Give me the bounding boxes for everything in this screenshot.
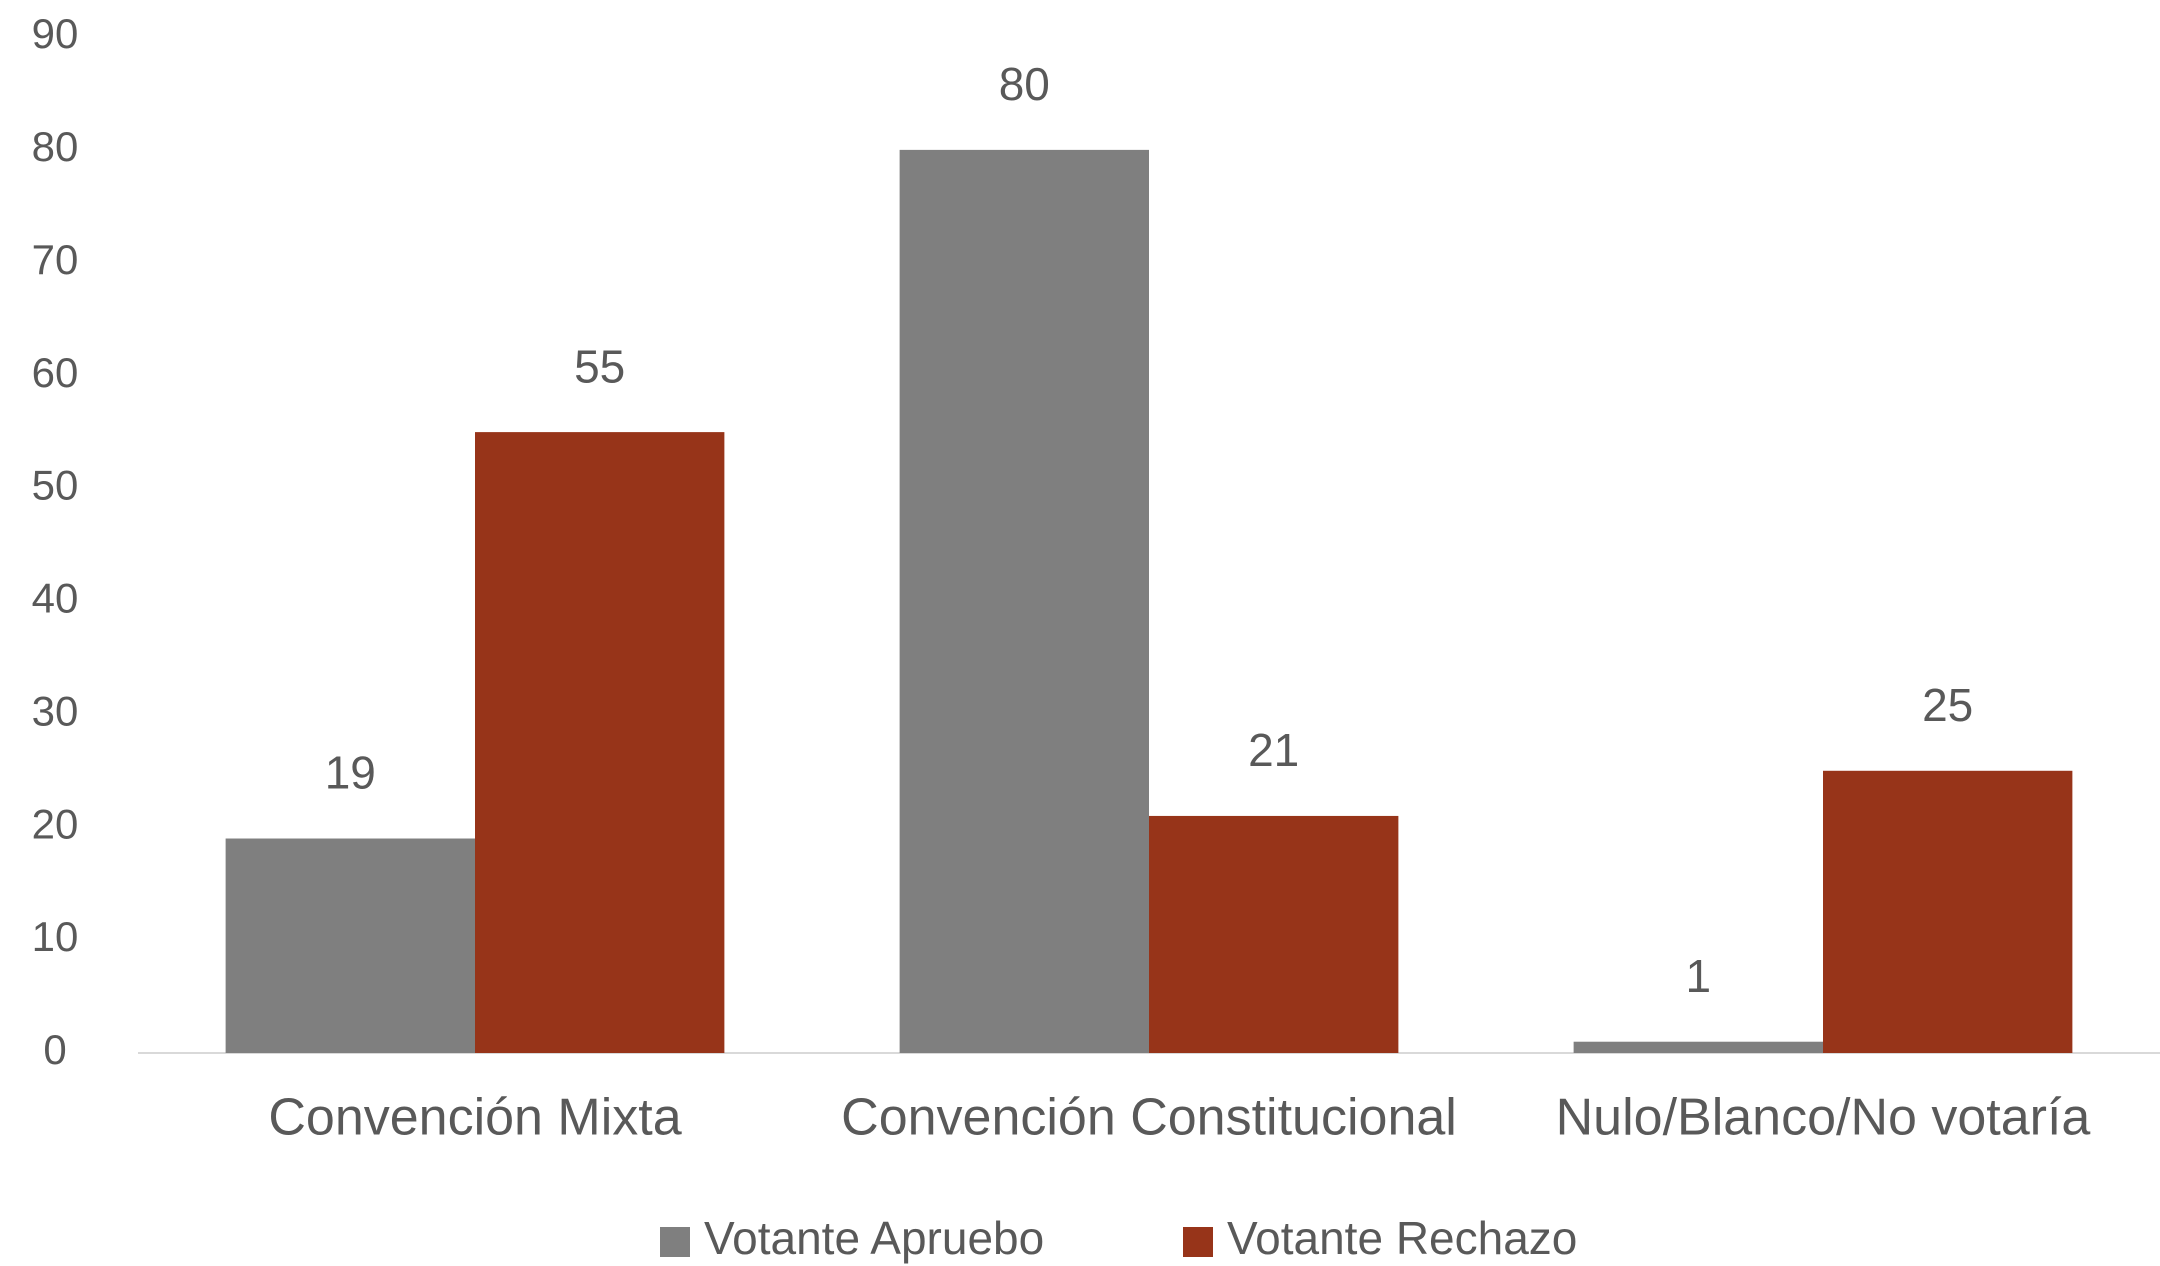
y-tick-label: 30 <box>32 687 79 734</box>
legend-label: Votante Rechazo <box>1227 1212 1577 1264</box>
y-tick-label: 90 <box>32 10 79 57</box>
y-tick-label: 20 <box>32 800 79 847</box>
bar <box>475 432 725 1054</box>
data-label: 19 <box>325 747 376 799</box>
y-tick-label: 10 <box>32 913 79 960</box>
data-label: 55 <box>574 340 625 392</box>
y-tick-label: 0 <box>43 1026 66 1073</box>
y-tick-label: 40 <box>32 575 79 622</box>
x-tick-label: Nulo/Blanco/No votaría <box>1556 1089 2091 1147</box>
legend-swatch <box>1183 1227 1213 1257</box>
x-tick-label: Convención Mixta <box>268 1089 681 1147</box>
data-label: 21 <box>1248 724 1299 776</box>
legend-label: Votante Apruebo <box>704 1212 1044 1264</box>
x-tick-label: Convención Constitucional <box>841 1089 1457 1147</box>
bar <box>1573 1041 1823 1053</box>
y-tick-label: 80 <box>32 123 79 170</box>
data-label: 25 <box>1922 679 1973 731</box>
y-tick-label: 60 <box>32 349 79 396</box>
data-label: 1 <box>1686 950 1712 1002</box>
y-tick-label: 70 <box>32 236 79 283</box>
y-tick-label: 50 <box>32 462 79 509</box>
legend-swatch <box>660 1227 690 1257</box>
bar <box>899 149 1149 1053</box>
bar <box>1149 815 1399 1053</box>
data-label: 80 <box>999 58 1050 110</box>
bar <box>225 838 475 1053</box>
bar <box>1823 770 2073 1053</box>
